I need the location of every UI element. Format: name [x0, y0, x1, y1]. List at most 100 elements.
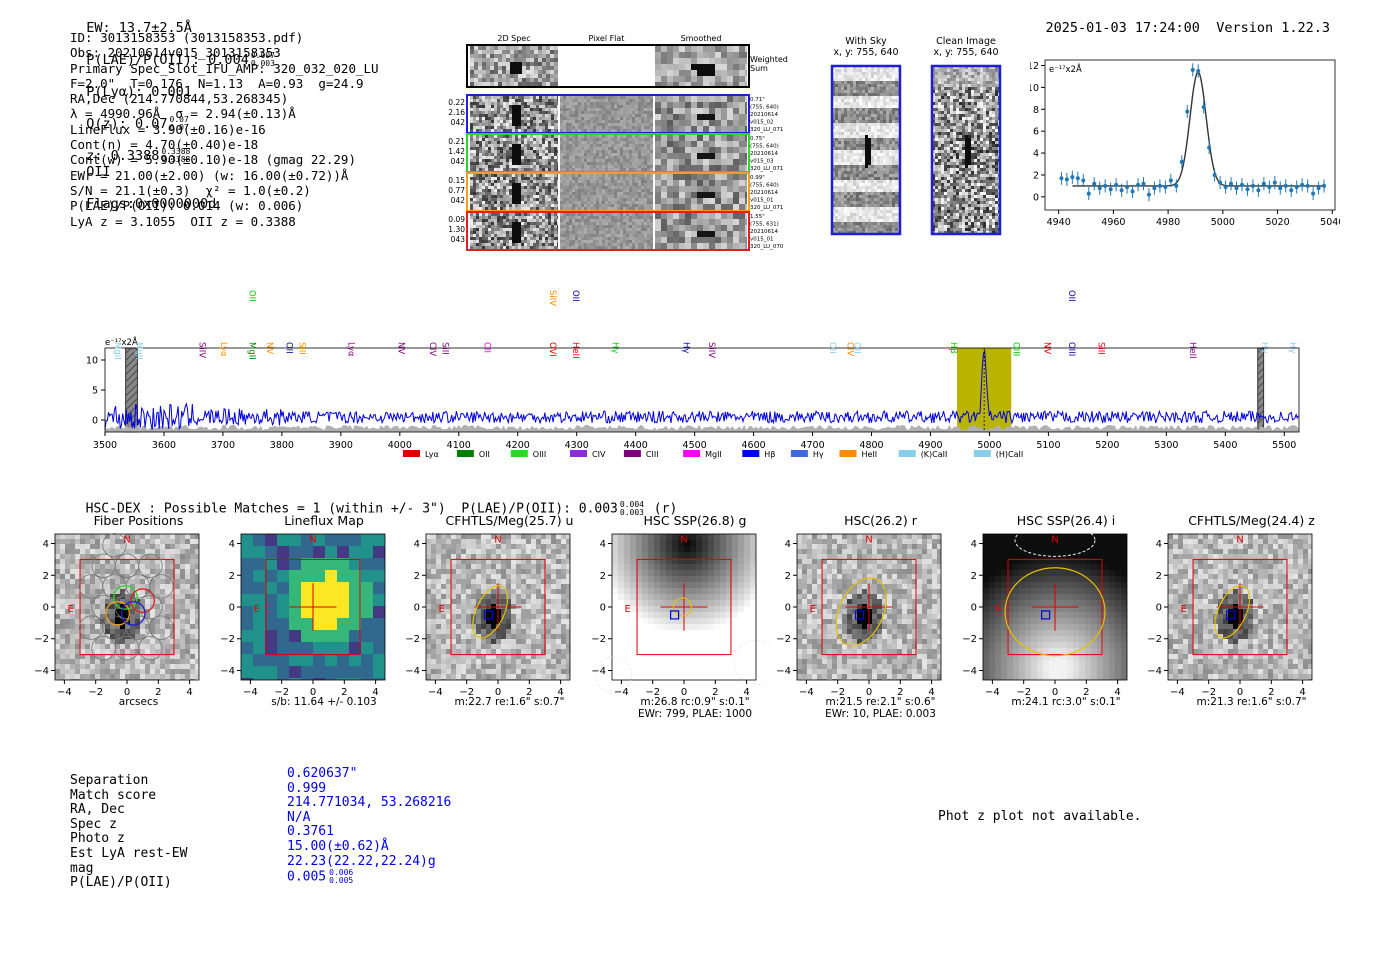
y-tick-label: −4: [962, 666, 977, 677]
x-tick-label: 2: [1083, 687, 1089, 697]
match-marker: [855, 610, 865, 620]
spectral-line-label: MgII: [246, 342, 256, 360]
data-point: [1234, 186, 1239, 191]
x-tick-label: 4: [928, 687, 934, 697]
spectral-line-label: CII: [482, 342, 492, 353]
x-tick-label: 0: [124, 687, 130, 697]
fiber-circle: [138, 553, 163, 578]
spectral-line-label: SiIV: [196, 342, 206, 358]
x-tick-label: 4200: [506, 440, 530, 451]
fiber-highlight-circle: [113, 585, 138, 610]
data-point: [1168, 178, 1173, 183]
spectral-line-label: Hγ: [1259, 342, 1269, 353]
fiber-right-label: 320_LU_071: [750, 127, 783, 133]
y-tick-label: 2: [1156, 571, 1162, 582]
data-point: [1179, 159, 1184, 164]
spectral-line-label: NV: [264, 342, 274, 354]
spectral-line-label: Lyα: [346, 342, 356, 357]
x-tick-label: 4000: [388, 440, 412, 451]
y-tick-label: 0: [414, 603, 420, 614]
spectral-line-label: HeII: [1187, 342, 1197, 359]
x-tick-label: 0: [866, 687, 872, 697]
legend-label: MgII: [705, 450, 722, 459]
cutout-caption: m:22.7 re:1.6" s:0.7": [454, 696, 565, 708]
info-line: F=2.0" T=0.176 N=1.13 A=0.93 g=24.9: [70, 75, 364, 91]
spectrum-unit: e⁻¹⁷x2Å: [105, 336, 138, 348]
data-point: [1305, 183, 1310, 188]
spectral-line-label: SiII: [1096, 342, 1106, 355]
spectral-line-label: Lyα: [218, 342, 228, 357]
y-tick-label: −2: [405, 634, 420, 645]
y-tick-label: −4: [220, 666, 235, 677]
info-line: ID: 3013158353 (3013158353.pdf): [70, 30, 304, 45]
north-label: N: [1051, 535, 1058, 546]
data-point: [1163, 185, 1168, 190]
data-point: [1190, 67, 1195, 72]
detection-info: ID: 3013158353 (3013158353.pdf) Obs: 2021…: [70, 30, 379, 229]
fiber-right-label: 0.75": [750, 136, 765, 142]
fiber-2d-spec: [470, 174, 558, 210]
legend-swatch: [839, 450, 857, 457]
sky-panel-title: Clean Image: [936, 36, 996, 47]
data-point: [1201, 105, 1206, 110]
match-value: 0.3761: [287, 824, 334, 840]
x-tick-label: −2: [88, 687, 103, 697]
spectral-line-label: NV: [1041, 342, 1051, 354]
spectral-line-label: MgII: [112, 342, 122, 360]
cutout-title: CFHTLS/Meg(25.7) u: [445, 513, 574, 528]
header-datetime: 2025-01-03 17:24:00: [1045, 20, 1200, 36]
spectrum-legend: Lyα OII OIII CIV CIII MgII Hβ Hγ HeII (K)CaII (H)C…: [403, 450, 1023, 459]
fiber-left-label: 0.77: [448, 186, 465, 195]
x-tick-label: 5400: [1213, 440, 1237, 451]
y-tick-label: 0: [92, 416, 98, 427]
match-label: Match score: [70, 787, 157, 803]
legend-label: (H)CaII: [996, 450, 1023, 459]
info-line: Cont(n) = 4.70(±0.40)e-18: [70, 137, 259, 153]
fiber-highlight-circle: [105, 600, 130, 626]
y-tick-label: 10: [86, 356, 98, 367]
cutout-image: N E −4 −4 −2 −2 0 0 2 2 4 4: [405, 533, 571, 697]
source-ellipse: [1214, 585, 1251, 639]
fiber-highlight-circle: [130, 588, 156, 614]
x-tick-label: 4600: [741, 440, 765, 451]
spectral-line-label: CIV: [427, 342, 437, 356]
legend-label: OIII: [533, 450, 546, 459]
y-tick-label: 2: [785, 571, 791, 582]
match-marker: [1226, 610, 1236, 620]
x-tick-label: −2: [1201, 687, 1216, 697]
cutout-pixels: [55, 534, 199, 680]
x-tick-label: 4: [1299, 687, 1305, 697]
data-point: [1311, 191, 1316, 196]
cutout-caption: EWr: 10, PLAE: 0.003: [825, 708, 936, 720]
x-tick-label: 0: [1051, 687, 1057, 697]
neighbor-ellipse: [594, 656, 632, 694]
x-tick-label: 4: [372, 687, 378, 697]
y-tick-label: 12: [1030, 61, 1039, 72]
y-tick-label: 2: [1033, 170, 1039, 181]
y-tick-label: 10: [1030, 83, 1039, 94]
x-tick-label: 3500: [93, 440, 117, 451]
data-point: [1261, 181, 1266, 186]
data-point: [1136, 182, 1141, 187]
legend-swatch: [623, 450, 641, 457]
cutout-caption: s/b: 11.64 +/- 0.103: [271, 696, 377, 708]
data-point: [1108, 187, 1113, 192]
data-point: [1130, 189, 1135, 194]
x-tick-label: 4: [186, 687, 192, 697]
header-ew: EW: 13.7±2.5Å: [86, 20, 192, 36]
data-point: [1272, 180, 1277, 185]
y-tick-label: 2: [414, 571, 420, 582]
match-value: 0.620637": [287, 766, 358, 781]
east-label: E: [1181, 604, 1187, 615]
spectral-line-label: HeII: [570, 342, 580, 359]
y-tick-label: 0: [1033, 192, 1039, 203]
x-tick-label: 4960: [1101, 217, 1125, 228]
spectral-line-label: OVI: [547, 342, 557, 357]
header-plya: P(Lyα): 0.001: [86, 84, 192, 100]
legend-swatch: [456, 450, 474, 457]
x-tick-label: 5020: [1265, 217, 1289, 228]
x-tick-label: 2: [155, 687, 161, 697]
fiber-right-label: 20210614: [750, 151, 778, 157]
cutout-image: N E −4 −4 −2 −2 0 0 2 2 4 4: [776, 533, 942, 697]
